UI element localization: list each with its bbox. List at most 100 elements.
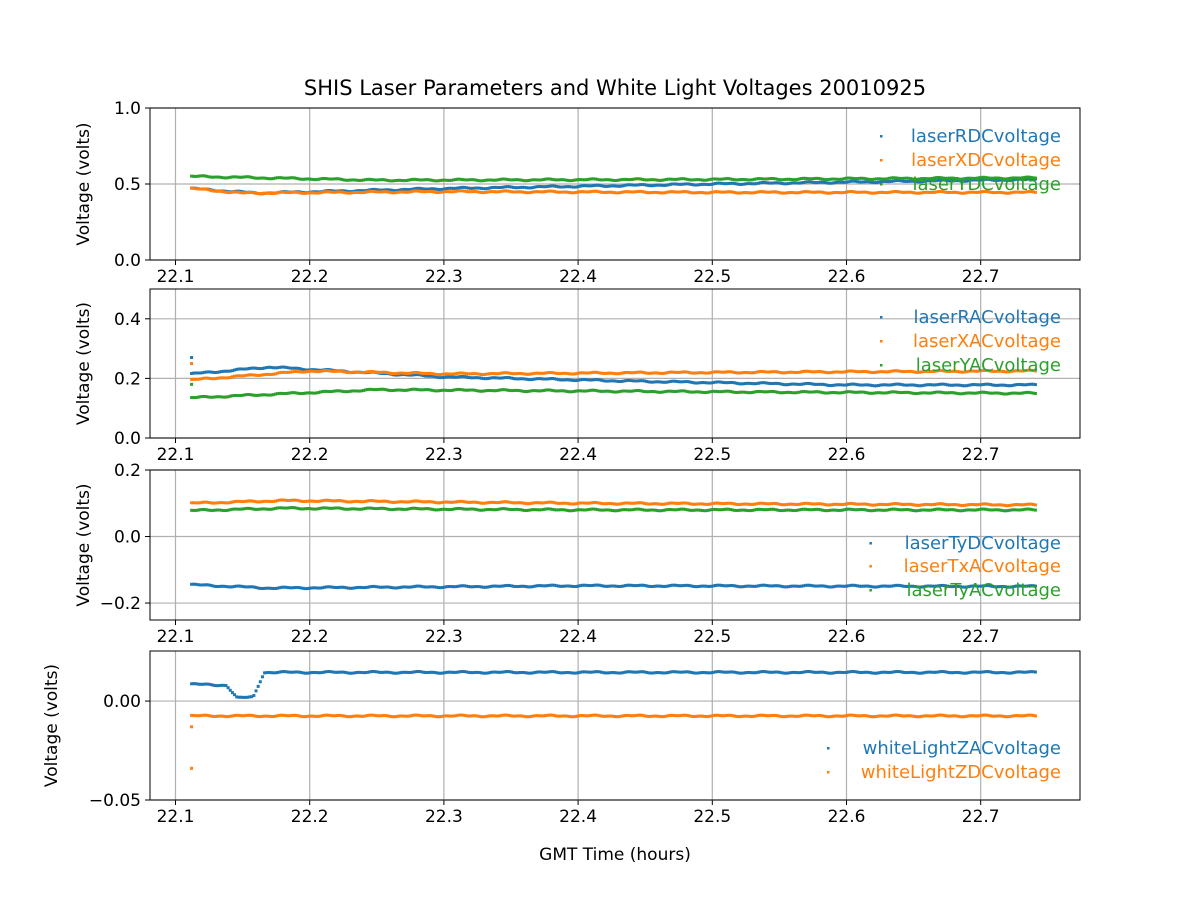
data-point	[804, 390, 808, 394]
data-point	[744, 671, 748, 675]
data-point	[885, 670, 889, 674]
data-point	[353, 507, 357, 511]
data-point	[791, 508, 795, 512]
data-point	[885, 714, 889, 718]
data-point	[409, 371, 413, 375]
data-point	[793, 191, 797, 195]
data-point	[658, 191, 662, 195]
data-point	[776, 190, 780, 194]
data-point	[1033, 714, 1037, 718]
data-point	[1031, 369, 1035, 373]
data-point	[868, 177, 872, 181]
data-point	[819, 670, 823, 674]
data-point	[656, 502, 660, 506]
data-point	[851, 669, 855, 673]
data-point	[250, 713, 254, 717]
data-point	[643, 190, 647, 194]
data-point	[464, 375, 468, 379]
data-point	[368, 387, 372, 391]
data-point	[441, 376, 445, 380]
data-point	[361, 714, 365, 718]
data-point	[329, 499, 333, 503]
data-point	[675, 583, 679, 587]
data-point	[705, 371, 709, 375]
data-point	[943, 508, 947, 512]
data-point	[486, 671, 490, 675]
data-point	[896, 502, 900, 506]
data-point	[842, 502, 846, 506]
data-point	[922, 370, 926, 374]
data-point	[200, 500, 204, 504]
data-point	[503, 500, 507, 504]
data-point	[917, 180, 921, 184]
data-point	[510, 508, 514, 512]
data-point	[385, 178, 389, 182]
data-point	[662, 584, 666, 588]
data-point	[243, 393, 247, 397]
data-point	[943, 714, 947, 718]
data-point	[381, 188, 385, 192]
data-point	[812, 382, 816, 386]
data-point	[570, 390, 574, 394]
data-point	[941, 176, 945, 180]
data-point	[353, 178, 357, 182]
data-point	[400, 507, 404, 511]
data-point	[598, 178, 602, 182]
data-point	[419, 584, 423, 588]
data-point	[598, 583, 602, 587]
data-point	[368, 506, 372, 510]
data-point	[1003, 370, 1007, 374]
data-point	[293, 370, 297, 374]
data-point	[892, 369, 896, 373]
data-point	[683, 713, 687, 717]
data-point	[529, 585, 533, 589]
data-point	[683, 190, 687, 194]
data-point	[1029, 507, 1033, 511]
data-point	[424, 178, 428, 182]
data-point	[630, 670, 634, 674]
data-point	[426, 388, 430, 392]
data-point	[656, 191, 660, 195]
data-point	[776, 508, 780, 512]
y-axis-label: Voltage (volts)	[74, 483, 94, 606]
data-point	[269, 500, 273, 504]
data-point	[754, 370, 758, 374]
data-point	[559, 501, 563, 505]
data-point	[449, 186, 453, 190]
data-point	[986, 670, 990, 674]
data-point	[374, 190, 378, 194]
data-point	[211, 189, 215, 193]
data-point	[917, 508, 921, 512]
data-point	[829, 370, 833, 374]
data-point	[409, 714, 413, 718]
data-point	[913, 671, 917, 675]
data-point	[739, 585, 743, 589]
data-point	[690, 380, 694, 384]
data-point	[834, 180, 838, 184]
data-point	[610, 184, 614, 188]
data-point	[426, 500, 430, 504]
data-point	[613, 509, 617, 513]
data-point	[271, 192, 275, 196]
data-point	[531, 178, 535, 182]
data-point	[733, 178, 737, 182]
data-point	[930, 370, 934, 374]
data-point	[793, 382, 797, 386]
data-point	[641, 370, 645, 374]
data-point	[604, 190, 608, 194]
data-point	[260, 507, 264, 511]
data-point	[576, 508, 580, 512]
data-point	[825, 671, 829, 675]
data-point	[340, 499, 344, 503]
data-point	[471, 372, 475, 376]
data-point	[806, 583, 810, 587]
data-point	[447, 670, 451, 674]
data-point	[883, 584, 887, 588]
data-point	[808, 180, 812, 184]
data-point	[583, 178, 587, 182]
x-tick-label: 22.6	[828, 445, 866, 465]
data-point	[306, 368, 310, 372]
data-point	[280, 498, 284, 502]
x-tick-label: 22.7	[962, 807, 1000, 827]
data-point	[241, 695, 245, 699]
